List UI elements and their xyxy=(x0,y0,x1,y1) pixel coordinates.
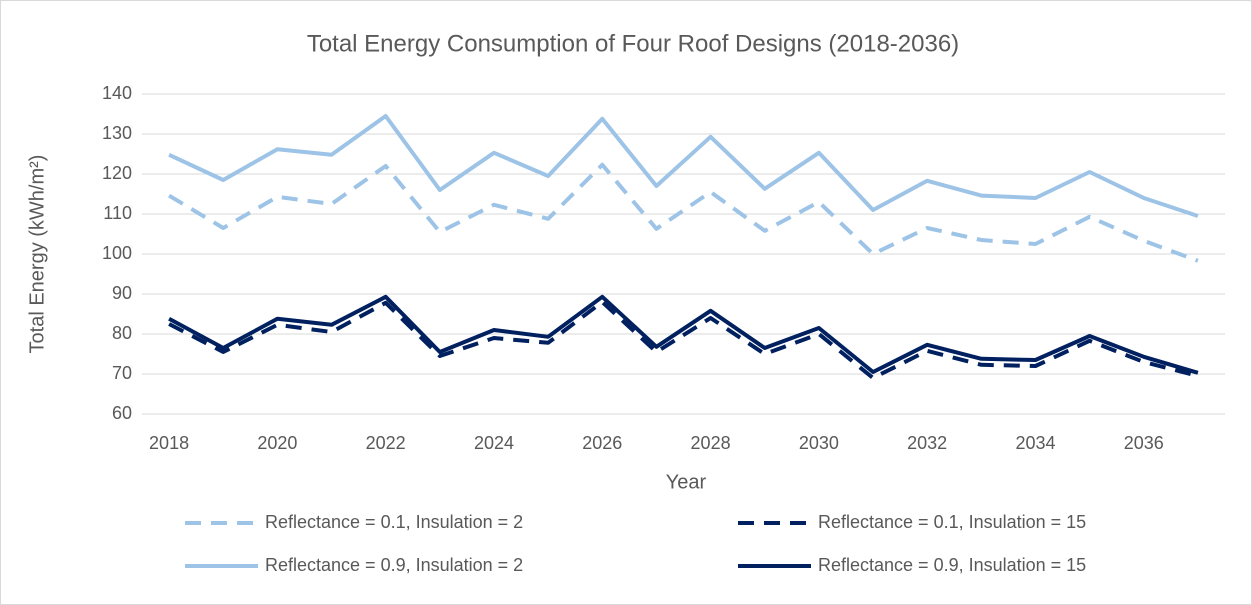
x-tick-label: 2018 xyxy=(149,433,189,453)
series-line xyxy=(168,114,1199,218)
y-tick-label: 130 xyxy=(102,123,132,143)
y-tick-label: 110 xyxy=(103,203,132,223)
y-tick-label: 60 xyxy=(112,403,132,423)
y-tick-label: 80 xyxy=(112,323,132,343)
y-tick-label: 100 xyxy=(102,243,132,263)
legend-label: Reflectance = 0.1, Insulation = 2 xyxy=(265,512,523,532)
x-tick-label: 2026 xyxy=(582,433,622,453)
legend-label: Reflectance = 0.9, Insulation = 15 xyxy=(818,555,1086,575)
y-tick-label: 120 xyxy=(102,163,132,183)
series-line xyxy=(168,300,1199,380)
x-tick-label: 2032 xyxy=(907,433,947,453)
y-tick-label: 90 xyxy=(112,283,132,303)
legend-label: Reflectance = 0.1, Insulation = 15 xyxy=(818,512,1086,532)
x-tick-label: 2022 xyxy=(366,433,406,453)
legend-label: Reflectance = 0.9, Insulation = 2 xyxy=(265,555,523,575)
x-tick-label: 2030 xyxy=(799,433,839,453)
x-tick-label: 2020 xyxy=(257,433,297,453)
chart-title: Total Energy Consumption of Four Roof De… xyxy=(307,30,959,57)
x-tick-label: 2034 xyxy=(1015,433,1055,453)
y-tick-label: 140 xyxy=(102,83,132,103)
series-line xyxy=(168,162,1199,263)
y-axis-label: Total Energy (kWh/m²) xyxy=(26,155,48,354)
y-tick-label: 70 xyxy=(112,363,132,383)
x-tick-label: 2024 xyxy=(474,433,514,453)
x-tick-label: 2036 xyxy=(1124,433,1164,453)
series-line xyxy=(168,294,1199,375)
x-tick-label: 2028 xyxy=(691,433,731,453)
x-axis-label: Year xyxy=(666,471,707,493)
